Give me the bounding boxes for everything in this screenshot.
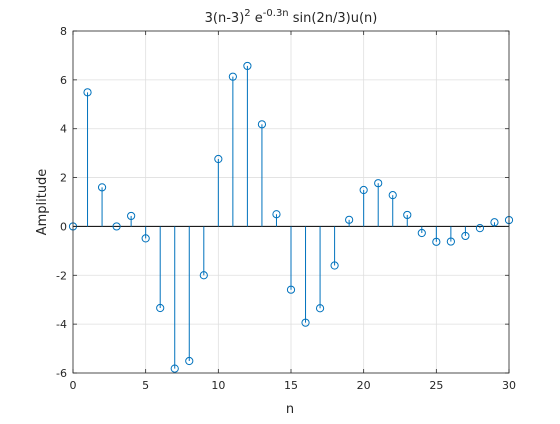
x-tick-label: 10 (211, 379, 225, 392)
y-tick-label: -4 (56, 318, 67, 331)
chart-title: 3(n-3)2 e-0.3n sin(2n/3)u(n) (205, 8, 378, 26)
stem-marker (345, 215, 354, 224)
stem-marker (214, 154, 223, 164)
stem-marker (83, 88, 92, 97)
stem-marker (257, 120, 267, 129)
stem-marker (417, 228, 426, 238)
stem-marker (490, 218, 499, 227)
y-tick-label: 2 (60, 172, 67, 185)
x-tick-label: 20 (357, 379, 371, 392)
stem-marker (127, 211, 136, 221)
x-tick-label: 5 (142, 379, 149, 392)
x-tick-label: 15 (284, 379, 298, 392)
stem-marker (286, 285, 296, 294)
x-axis-label: n (286, 402, 294, 417)
stem-marker (199, 271, 208, 280)
y-ticks: -6 -4 -2 0 2 4 6 8 (56, 25, 509, 380)
stem-marker (330, 261, 339, 270)
stem-marker (446, 237, 455, 246)
y-tick-label: 8 (60, 25, 67, 38)
stem-marker (228, 72, 237, 81)
chart-title-exponent2: -0.3n (263, 8, 289, 19)
y-tick-label: 0 (60, 220, 67, 233)
stem-marker (301, 318, 310, 327)
stem-marker (432, 237, 441, 246)
y-axis-label: Amplitude (35, 169, 50, 236)
chart-title-part2: e (251, 11, 263, 26)
x-tick-label: 25 (429, 379, 443, 392)
stems (87, 65, 510, 369)
chart-title-exponent1: 2 (244, 8, 250, 19)
stem-marker (97, 183, 107, 192)
chart-title-part3: sin(2n/3)u(n) (289, 11, 378, 26)
stem-marker (185, 356, 194, 366)
stem-marker (112, 222, 121, 231)
stem-marker (461, 231, 470, 241)
y-tick-label: 6 (60, 74, 67, 87)
y-tick-label: 4 (60, 123, 67, 136)
x-tick-label: 30 (502, 379, 516, 392)
stem-marker (272, 210, 281, 219)
chart-title-part1: 3(n-3) (205, 11, 245, 26)
stem-marker (475, 224, 485, 233)
stem-marker (156, 303, 165, 313)
x-tick-label: 0 (70, 379, 77, 392)
stem-marker (243, 61, 252, 71)
stem-marker (359, 185, 368, 195)
y-tick-label: -2 (56, 269, 67, 282)
stem-marker (170, 364, 179, 373)
stem-marker (374, 179, 383, 188)
stem-marker (388, 191, 397, 200)
y-tick-label: -6 (56, 367, 67, 380)
x-ticks: 0 5 10 15 20 25 30 (70, 31, 516, 392)
stem-marker (315, 304, 325, 313)
stem-marker (403, 210, 412, 220)
markers (68, 61, 514, 373)
stem-marker (141, 234, 150, 243)
